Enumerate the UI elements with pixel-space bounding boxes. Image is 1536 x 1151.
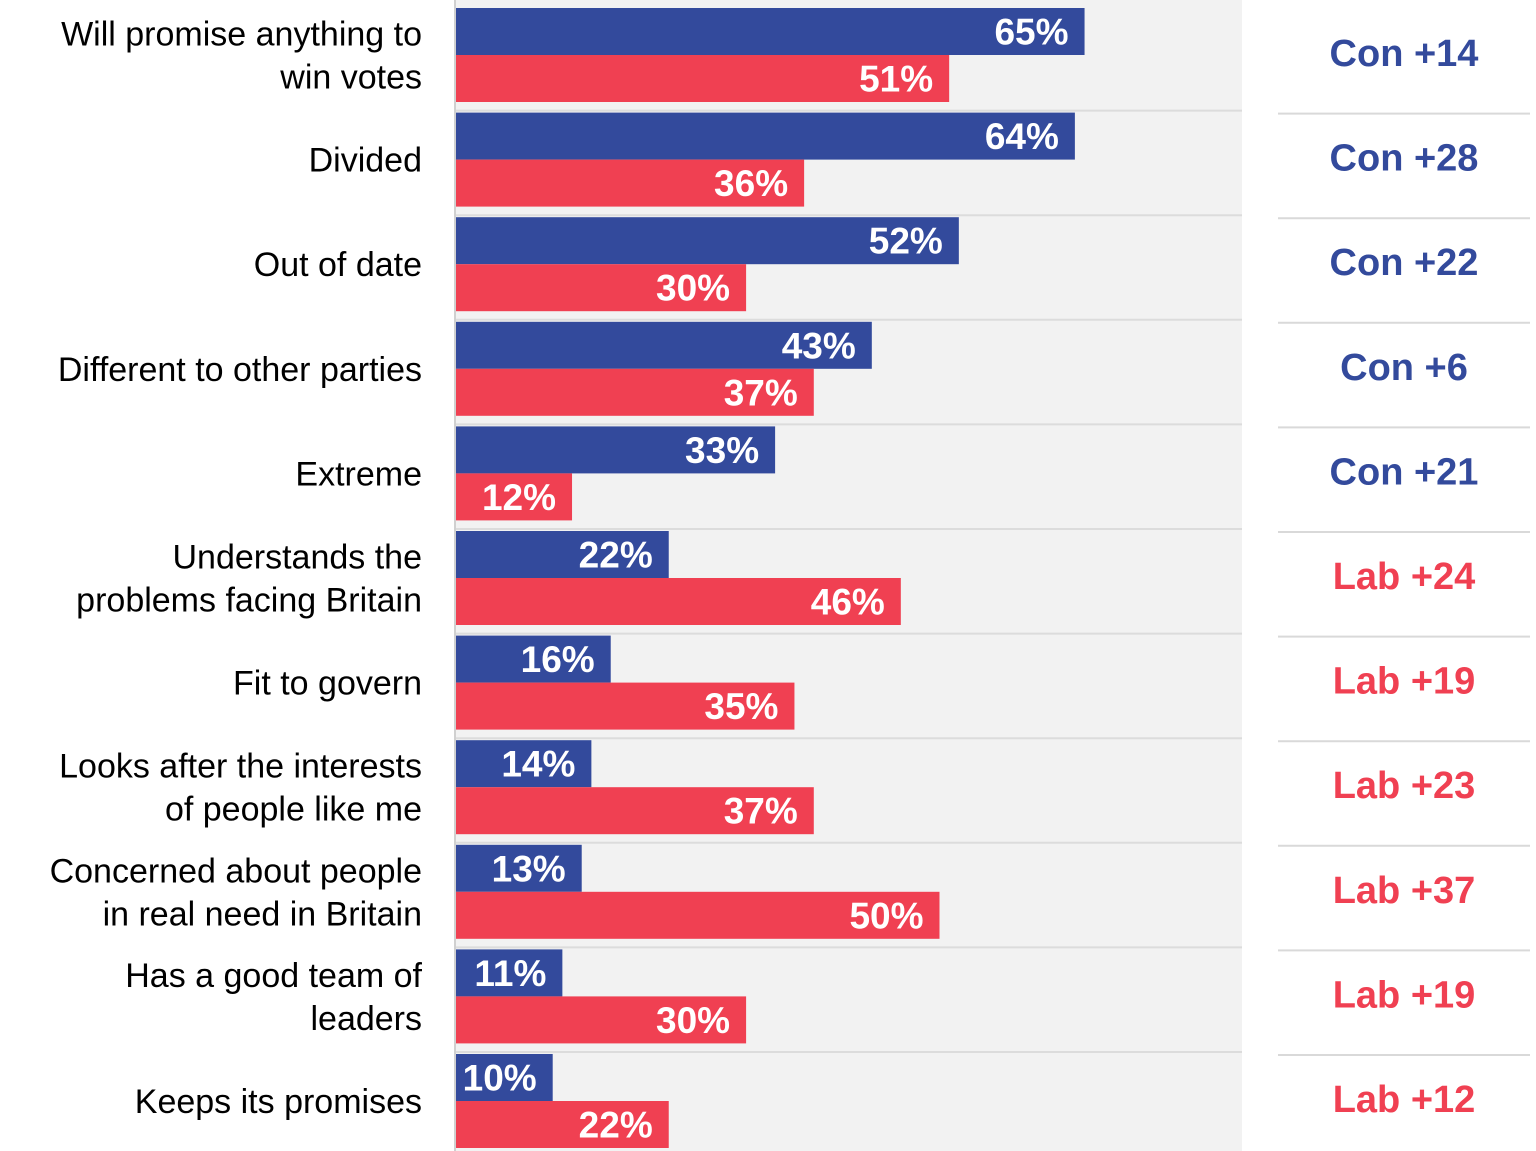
category-label: Looks after the interests of people like … [59, 748, 422, 829]
difference-label: Con +22 [1330, 242, 1479, 284]
con-value-label: 11% [474, 953, 546, 994]
con-value-label: 52% [869, 221, 943, 262]
category-label: Understands the problems facing Britain [76, 539, 422, 620]
lab-bar [456, 787, 814, 835]
difference-label: Lab +23 [1333, 765, 1476, 807]
lab-value-label: 50% [849, 895, 923, 936]
con-bar [456, 1054, 553, 1101]
con-value-label: 43% [782, 325, 856, 366]
lab-value-label: 46% [811, 582, 885, 623]
con-value-label: 10% [463, 1058, 537, 1099]
lab-bar [456, 1101, 669, 1148]
difference-label: Lab +19 [1333, 974, 1476, 1016]
difference-label: Con +14 [1330, 33, 1479, 75]
difference-label: Lab +24 [1333, 556, 1476, 598]
con-value-label: 64% [985, 116, 1059, 157]
con-bar [456, 426, 776, 474]
con-value-label: 65% [994, 12, 1068, 53]
lab-value-label: 37% [724, 791, 798, 832]
lab-value-label: 35% [704, 686, 778, 727]
con-bar [456, 8, 1085, 55]
con-bar [456, 635, 611, 683]
lab-bar [456, 264, 747, 312]
lab-bar [456, 55, 950, 102]
difference-label: Lab +19 [1333, 661, 1476, 703]
category-label: Concerned about people in real need in Br… [50, 852, 422, 933]
difference-label: Con +21 [1330, 451, 1479, 493]
lab-bar [456, 473, 573, 521]
lab-bar [456, 996, 747, 1044]
lab-bar [456, 682, 795, 730]
lab-bar [456, 578, 901, 625]
category-label: Divided [309, 142, 422, 180]
con-bar [456, 531, 669, 578]
con-bar [456, 321, 872, 369]
lab-bar [456, 368, 814, 416]
con-bar [456, 949, 563, 997]
lab-value-label: 30% [656, 1000, 730, 1041]
category-label: Out of date [254, 246, 422, 284]
category-label: Different to other parties [58, 351, 422, 389]
lab-bar [456, 891, 940, 939]
con-value-label: 33% [685, 430, 759, 471]
lab-value-label: 30% [656, 268, 730, 309]
con-bar [456, 112, 1075, 160]
lab-value-label: 51% [859, 59, 933, 100]
con-value-label: 13% [492, 848, 566, 889]
lab-value-label: 12% [482, 477, 556, 518]
category-label: Will promise anything to win votes [61, 16, 422, 97]
difference-label: Con +28 [1330, 138, 1479, 180]
lab-bar [456, 159, 805, 207]
con-value-label: 14% [501, 744, 575, 785]
category-label: Fit to govern [233, 665, 422, 703]
con-bar [456, 844, 582, 892]
con-bar [456, 217, 959, 265]
difference-label: Con +6 [1340, 347, 1468, 389]
category-label: Keeps its promises [135, 1083, 422, 1121]
lab-value-label: 22% [579, 1105, 653, 1146]
category-label: Has a good team of leaders [125, 957, 422, 1038]
category-label: Extreme [295, 455, 422, 493]
difference-label: Lab +37 [1333, 870, 1476, 912]
lab-value-label: 37% [724, 372, 798, 413]
difference-label: Lab +12 [1333, 1079, 1476, 1121]
con-value-label: 22% [579, 535, 653, 576]
con-value-label: 16% [521, 639, 595, 680]
lab-value-label: 36% [714, 163, 788, 204]
con-bar [456, 740, 592, 788]
